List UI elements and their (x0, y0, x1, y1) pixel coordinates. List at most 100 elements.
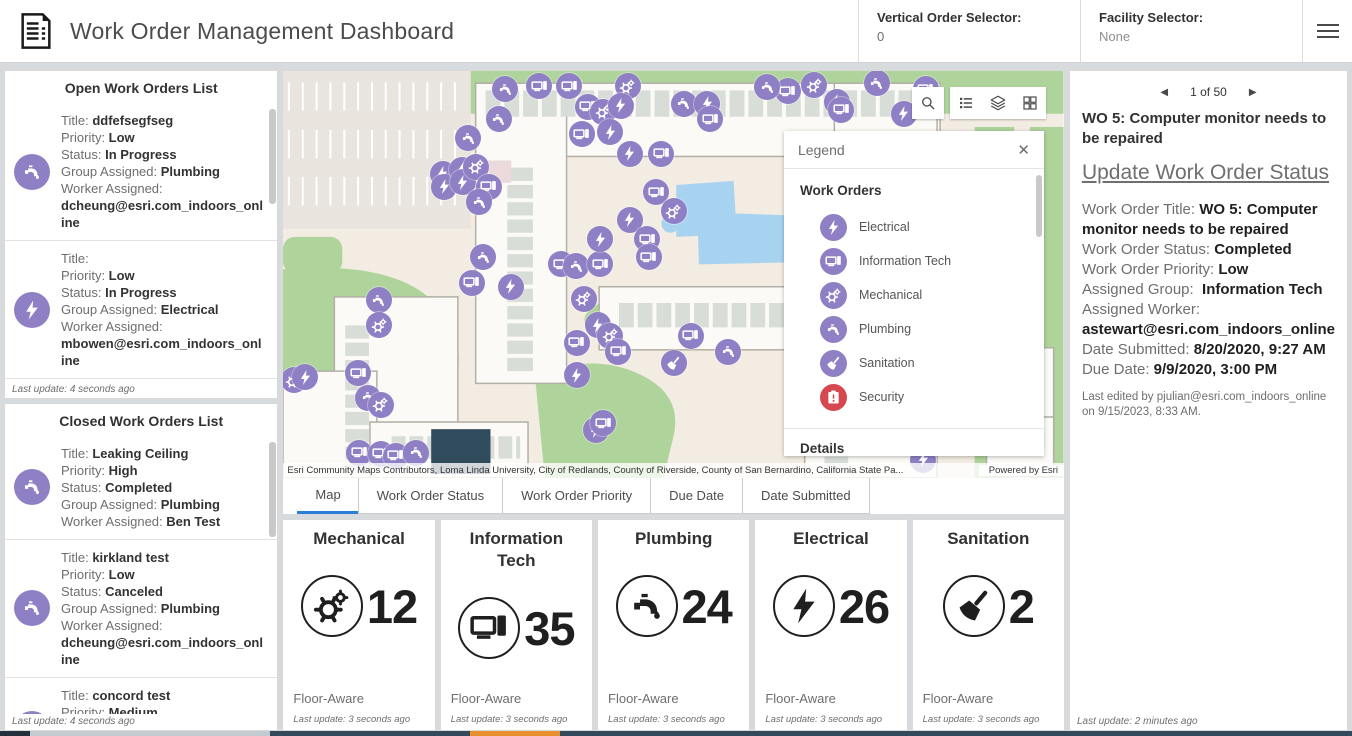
work-order-field: Title: concord test (61, 687, 171, 703)
facility-selector[interactable]: Facility Selector: None (1080, 0, 1302, 62)
map-marker-it[interactable] (346, 439, 373, 466)
stat-card-last-update: Last update: 3 seconds ago (765, 714, 883, 725)
map-marker-plumbing[interactable] (485, 106, 512, 133)
tab-map[interactable]: Map (297, 478, 359, 514)
layers-button[interactable] (981, 87, 1014, 119)
map-marker-it[interactable] (556, 73, 583, 100)
map-marker-it[interactable] (563, 329, 590, 356)
vertical-order-selector[interactable]: Vertical Order Selector: 0 (858, 0, 1080, 62)
map-marker-electrical[interactable] (563, 362, 590, 389)
map-marker-plumbing[interactable] (715, 338, 742, 365)
map-marker-plumbing[interactable] (470, 244, 497, 271)
work-order-field: Title: (61, 251, 89, 266)
open-work-orders-list: Title: ddfefsegfseg Priority: Low Status: … (5, 103, 278, 382)
list-item[interactable]: Title: Priority: Low Status: In Progress Gr… (5, 241, 278, 379)
it-icon (778, 82, 797, 101)
basemap-button[interactable] (1013, 87, 1046, 119)
pager-prev-icon[interactable]: ◀ (1160, 86, 1169, 98)
legend-item-label: Sanitation (858, 356, 915, 370)
map-marker-plumbing[interactable] (563, 253, 590, 280)
it-icon (594, 414, 613, 433)
legend-item-label: Electrical (858, 220, 910, 234)
map-marker-it[interactable] (677, 322, 704, 349)
map-marker-plumbing[interactable] (492, 76, 519, 103)
map-marker-plumbing[interactable] (754, 74, 781, 101)
map-marker-it[interactable] (828, 96, 855, 123)
search-button[interactable] (911, 87, 944, 119)
legend-list-icon (957, 94, 975, 112)
map-marker-it[interactable] (587, 251, 614, 278)
map-marker-it[interactable] (568, 121, 595, 148)
map-marker-mechanical[interactable] (367, 391, 394, 418)
pager-next-icon[interactable]: ▶ (1248, 86, 1257, 98)
legend-button[interactable] (949, 87, 982, 119)
stat-card-indicator: 35 (441, 586, 592, 670)
page-title: Work Order Management Dashboard (70, 17, 455, 44)
map-marker-it[interactable] (590, 410, 617, 437)
update-work-order-status-link[interactable]: Update Work Order Status (1081, 161, 1330, 184)
map-marker-plumbing[interactable] (466, 189, 493, 216)
sanitation-icon (952, 584, 996, 628)
map-marker-electrical[interactable] (607, 92, 634, 119)
map-marker-it[interactable] (526, 73, 553, 100)
hamburger-icon (1316, 20, 1339, 42)
app-header: Work Order Management Dashboard Vertical… (0, 0, 1352, 63)
map-marker-it[interactable] (648, 140, 675, 167)
plumbing-icon (20, 475, 44, 499)
map-marker-it[interactable] (458, 269, 485, 296)
pager-count: 1 of 50 (1190, 85, 1227, 99)
list-item[interactable]: Title: Leaking Ceiling Priority: High Stat… (5, 436, 278, 540)
list-item[interactable]: Title: kirkland test Priority: Low Status:… (5, 540, 278, 678)
close-icon[interactable]: ✕ (1017, 141, 1030, 159)
map-marker-mechanical[interactable] (570, 285, 597, 312)
map-marker-plumbing[interactable] (403, 439, 430, 466)
closed-list-scrollbar[interactable] (269, 441, 277, 537)
sanitation-icon (819, 349, 847, 377)
menu-button[interactable] (1302, 0, 1352, 62)
open-list-scrollbar[interactable] (269, 109, 277, 204)
map-marker-electrical[interactable] (292, 364, 319, 391)
list-item[interactable]: Title: ddfefsegfseg Priority: Low Status: … (5, 103, 278, 241)
it-icon (652, 144, 671, 163)
map-marker-it[interactable] (605, 338, 632, 365)
tab-due-date[interactable]: Due Date (650, 478, 744, 514)
work-order-field: Worker Assigned: Ben Test (61, 513, 221, 529)
stat-card-title: Information Tech (469, 529, 564, 570)
tab-date-submitted[interactable]: Date Submitted (742, 478, 870, 514)
map-marker-plumbing[interactable] (455, 125, 482, 152)
bottom-scrollbar[interactable] (0, 731, 1352, 736)
map-marker-plumbing[interactable] (365, 287, 392, 314)
open-work-orders-title: Open Work Orders List (64, 80, 218, 96)
map-marker-it[interactable] (345, 360, 372, 387)
map-marker-electrical[interactable] (587, 226, 614, 253)
it-icon (832, 100, 851, 119)
tab-work-order-status[interactable]: Work Order Status (357, 478, 504, 514)
map-marker-electrical[interactable] (497, 273, 524, 300)
map-panel: Legend ✕ Work Orders Electrical Informati… (282, 70, 1065, 515)
electrical-icon (819, 213, 847, 241)
detail-field: Assigned Group: Information Tech (1081, 281, 1323, 298)
tab-work-order-priority[interactable]: Work Order Priority (502, 478, 652, 514)
campus-map[interactable]: Legend ✕ Work Orders Electrical Informati… (283, 71, 1064, 478)
plumbing-icon (14, 469, 50, 505)
map-marker-mechanical[interactable] (366, 312, 393, 339)
stat-card-floor-label: Floor-Aware (293, 691, 364, 706)
plumbing-icon (719, 342, 738, 361)
map-marker-electrical[interactable] (597, 119, 624, 146)
map-marker-mechanical[interactable] (660, 198, 687, 225)
map-marker-plumbing[interactable] (670, 90, 697, 117)
plumbing-icon (474, 248, 493, 267)
it-icon (458, 597, 521, 659)
map-marker-electrical[interactable] (616, 140, 643, 167)
map-marker-mechanical[interactable] (801, 72, 828, 99)
map-marker-plumbing[interactable] (863, 71, 890, 97)
legend-scrollbar[interactable] (1035, 175, 1042, 237)
layers-icon (989, 94, 1007, 112)
map-marker-it[interactable] (635, 244, 662, 271)
map-marker-it[interactable] (697, 106, 724, 133)
stat-card-value: 12 (366, 579, 418, 633)
map-marker-sanitation[interactable] (660, 350, 687, 377)
it-icon (350, 443, 369, 462)
